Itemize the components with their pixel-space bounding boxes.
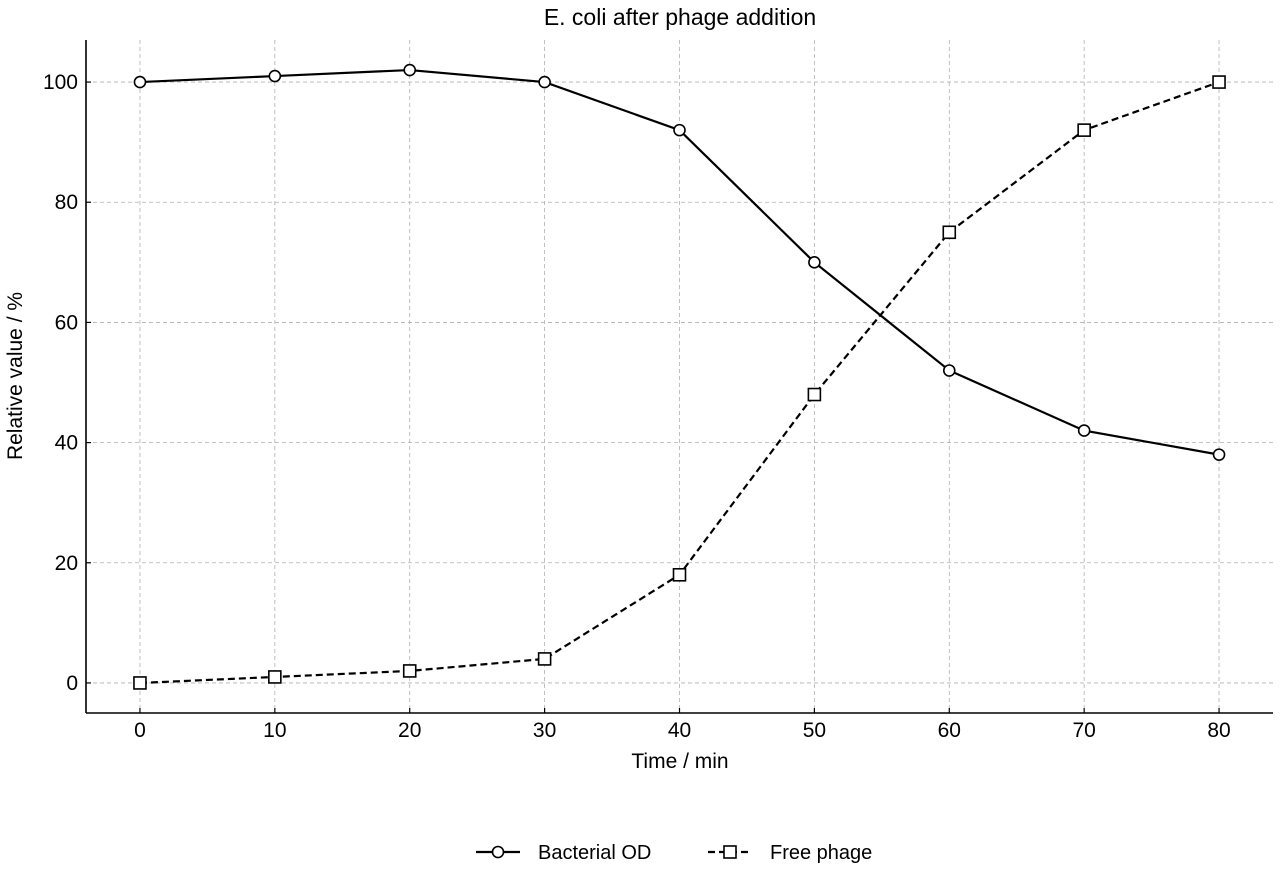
- x-tick-label: 50: [803, 719, 826, 742]
- data-point-square: [1212, 75, 1226, 89]
- series-line: [139, 81, 1220, 685]
- y-tick-label: 60: [55, 311, 78, 334]
- data-point-circle: [1077, 424, 1091, 437]
- x-tick-label: 40: [668, 719, 691, 742]
- chart-title: E. coli after phage addition: [544, 4, 816, 30]
- x-axis-label: Time / min: [631, 750, 728, 773]
- legend: Bacterial OD Free phage: [476, 842, 872, 864]
- series-layer: [133, 63, 1226, 690]
- y-tick-label: 40: [55, 432, 78, 455]
- y-axis-label: Relative value / %: [4, 292, 27, 460]
- y-tick-label: 0: [66, 672, 78, 695]
- data-point-circle: [673, 123, 686, 137]
- x-tick-label: 30: [533, 719, 556, 742]
- series-bacterial-od: [133, 63, 1226, 461]
- data-point-circle: [808, 256, 821, 269]
- data-point-square: [1077, 123, 1091, 137]
- legend-item: Bacterial OD: [476, 842, 651, 864]
- data-point-square: [268, 670, 282, 684]
- data-point-square: [133, 676, 147, 690]
- x-tick-label: 20: [398, 719, 421, 742]
- data-point-circle: [538, 75, 551, 89]
- data-point-circle: [403, 63, 417, 77]
- x-tick-label: 70: [1072, 719, 1095, 742]
- x-tick-label: 60: [938, 719, 961, 742]
- axes: 0 10 20 30 40 50 60 70 80 0 20 40 60 80 100: [43, 40, 1273, 742]
- data-point-circle: [942, 364, 956, 377]
- legend-marker: [723, 845, 737, 859]
- series-free-phage: [133, 75, 1226, 690]
- data-point-square: [672, 567, 687, 582]
- x-tick-label: 80: [1207, 719, 1230, 742]
- data-point-circle: [133, 75, 147, 89]
- data-point-square: [807, 387, 822, 402]
- legend-item: Free phage: [708, 842, 872, 864]
- data-point-square: [942, 225, 957, 240]
- legend-label: Free phage: [770, 842, 872, 864]
- grid: [86, 40, 1273, 713]
- labels: E. coli after phage addition Time / min …: [4, 4, 816, 773]
- data-point-circle: [1212, 448, 1226, 461]
- x-tick-label: 10: [263, 719, 286, 742]
- data-point-square: [402, 664, 417, 678]
- y-tick-label: 20: [55, 552, 78, 575]
- data-point-circle: [268, 69, 282, 83]
- data-point-square: [537, 652, 552, 666]
- y-tick-label: 100: [43, 71, 78, 94]
- x-tick-label: 0: [134, 719, 146, 742]
- legend-label: Bacterial OD: [538, 842, 651, 864]
- legend-marker: [491, 845, 505, 859]
- y-tick-label: 80: [55, 191, 78, 214]
